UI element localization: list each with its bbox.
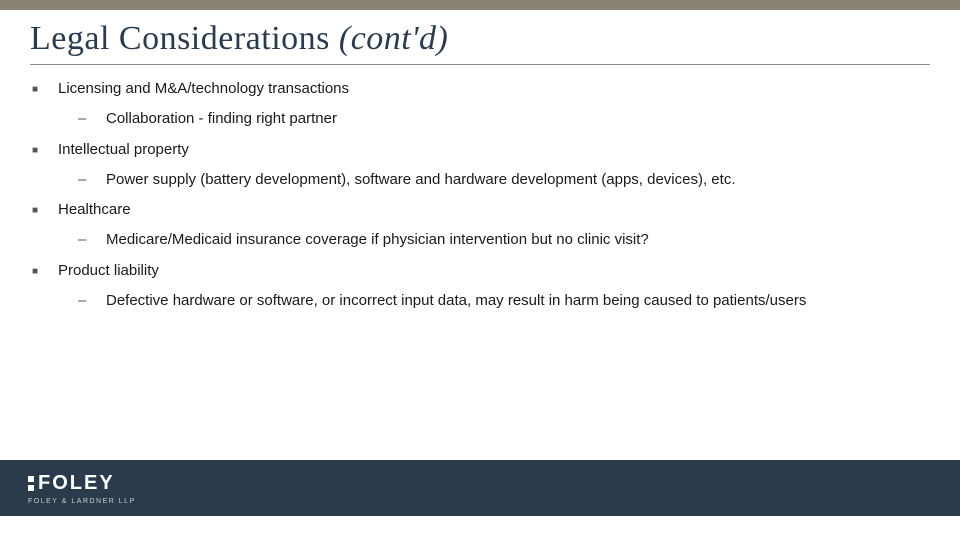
bullet-marker: ■ bbox=[30, 200, 58, 218]
bullet-marker: ■ bbox=[30, 79, 58, 97]
sub-bullet-marker: – bbox=[78, 109, 106, 129]
sub-bullet-text: Collaboration - finding right partner bbox=[106, 109, 930, 129]
logo: FOLEY FOLEY & LARDNER LLP bbox=[28, 472, 136, 505]
bullet-marker: ■ bbox=[30, 261, 58, 279]
bullet-text: Licensing and M&A/technology transaction… bbox=[58, 79, 930, 99]
slide-content: Legal Considerations (cont'd) ■Licensing… bbox=[0, 10, 960, 311]
title-contd: (cont'd) bbox=[339, 20, 448, 57]
sub-bullet-marker: – bbox=[78, 230, 106, 250]
bullet-level2: –Collaboration - finding right partner bbox=[78, 109, 930, 129]
sub-bullet-text: Power supply (battery development), soft… bbox=[106, 170, 930, 190]
logo-text: FOLEY bbox=[38, 472, 115, 495]
logo-dots-icon bbox=[28, 476, 34, 491]
sub-bullet-text: Medicare/Medicaid insurance coverage if … bbox=[106, 230, 930, 250]
top-accent-bar bbox=[0, 0, 960, 10]
footer-white-strip bbox=[0, 516, 960, 540]
sub-bullet-text: Defective hardware or software, or incor… bbox=[106, 291, 930, 311]
footer-bar: FOLEY FOLEY & LARDNER LLP bbox=[0, 460, 960, 516]
bullet-level1: ■Healthcare bbox=[30, 200, 930, 220]
bullet-marker: ■ bbox=[30, 140, 58, 158]
bullet-text: Intellectual property bbox=[58, 140, 930, 160]
bullet-text: Healthcare bbox=[58, 200, 930, 220]
title-main: Legal Considerations bbox=[30, 20, 339, 57]
bullet-level2: –Defective hardware or software, or inco… bbox=[78, 291, 930, 311]
logo-main: FOLEY bbox=[28, 472, 136, 495]
sub-bullet-marker: – bbox=[78, 291, 106, 311]
footer: FOLEY FOLEY & LARDNER LLP bbox=[0, 460, 960, 540]
logo-subtitle: FOLEY & LARDNER LLP bbox=[28, 498, 136, 505]
bullet-list: ■Licensing and M&A/technology transactio… bbox=[30, 79, 930, 311]
bullet-level2: –Medicare/Medicaid insurance coverage if… bbox=[78, 230, 930, 250]
bullet-level1: ■Product liability bbox=[30, 261, 930, 281]
sub-bullet-marker: – bbox=[78, 170, 106, 190]
bullet-level1: ■Licensing and M&A/technology transactio… bbox=[30, 79, 930, 99]
slide-title: Legal Considerations (cont'd) bbox=[30, 20, 930, 65]
bullet-level2: –Power supply (battery development), sof… bbox=[78, 170, 930, 190]
bullet-level1: ■Intellectual property bbox=[30, 140, 930, 160]
bullet-text: Product liability bbox=[58, 261, 930, 281]
